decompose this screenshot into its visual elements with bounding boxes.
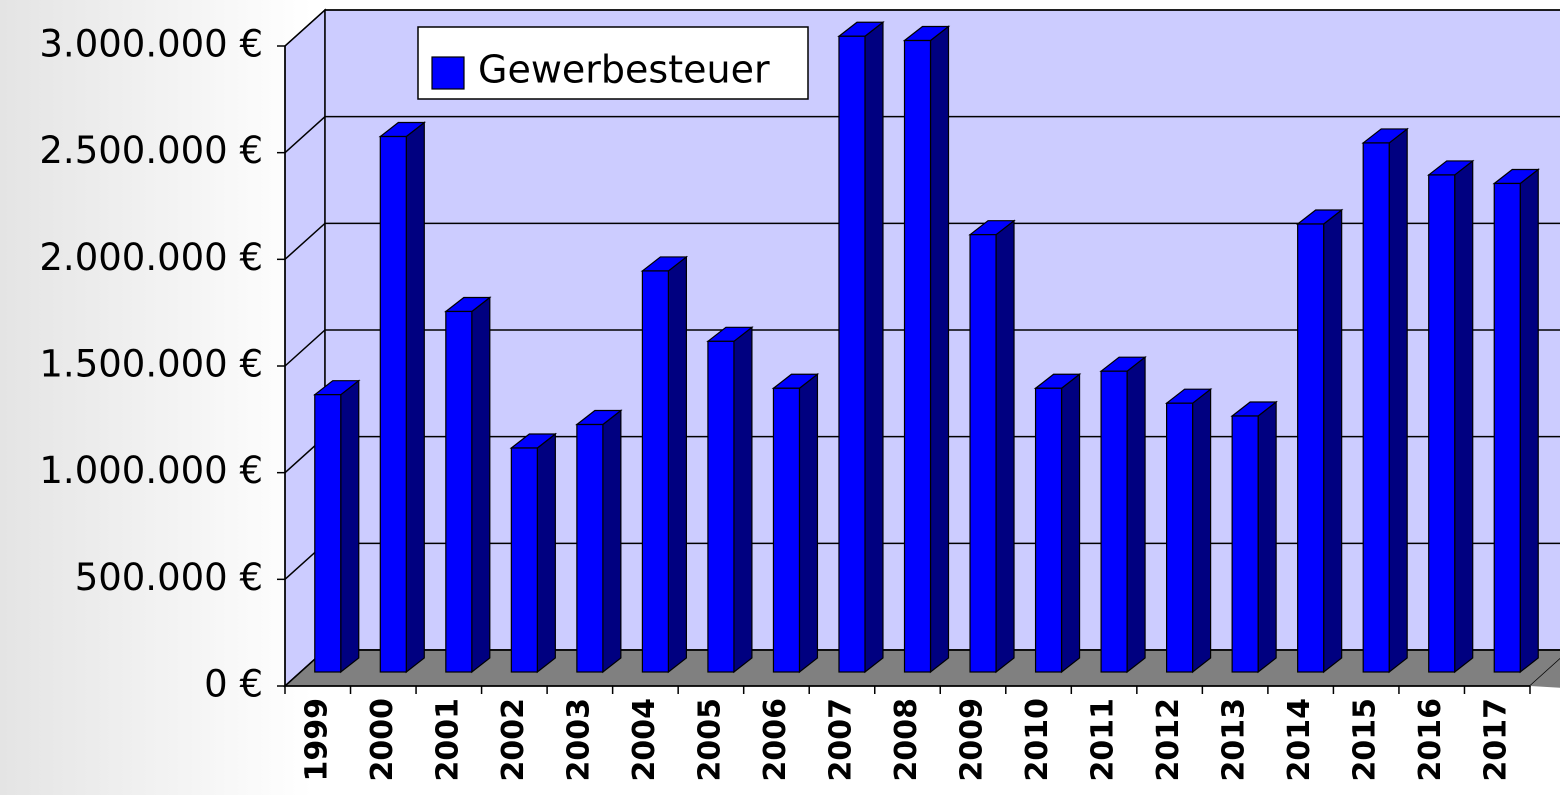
bar: [640, 255, 689, 674]
bar-front: [1362, 142, 1390, 673]
legend-box: [417, 26, 809, 100]
bar: [1295, 208, 1344, 674]
bar-front: [969, 234, 997, 673]
x-tick-label: 2001: [430, 698, 465, 782]
bar: [1164, 387, 1213, 674]
legend-swatch: [431, 56, 465, 90]
y-tick-label: 0 €: [204, 663, 263, 706]
grid-line: [284, 115, 1560, 154]
bar: [1033, 373, 1082, 674]
bar: [1426, 159, 1475, 674]
bar-front: [314, 394, 342, 673]
bar-side: [1388, 127, 1408, 674]
bar: [771, 373, 820, 674]
bar-front: [1231, 415, 1259, 673]
bar-side: [733, 326, 753, 674]
bar: [902, 25, 951, 674]
bar: [1230, 400, 1278, 674]
bar-side: [667, 255, 687, 674]
bar: [706, 326, 754, 674]
bar-side: [1519, 168, 1539, 674]
bar-front: [641, 270, 669, 673]
bar-side: [405, 121, 425, 674]
y-tick-label: 2.000.000 €: [39, 236, 263, 279]
x-tick-label: 1999: [299, 698, 334, 782]
grid-line: [284, 9, 1560, 47]
bar-side: [1257, 400, 1277, 674]
bar-side: [1126, 355, 1146, 674]
y-tick-label: 3.000.000 €: [39, 23, 263, 66]
bar-side: [1192, 387, 1212, 674]
x-tick-label: 2013: [1217, 698, 1252, 782]
bar-side: [340, 379, 360, 674]
bar: [968, 219, 1016, 674]
bar-front: [510, 447, 538, 673]
x-tick-label: 2011: [1086, 698, 1121, 782]
bar-side: [602, 409, 622, 674]
bar-front: [1166, 402, 1194, 673]
grid-line: [284, 222, 1560, 260]
bar-side: [929, 25, 950, 674]
bar-side: [864, 21, 884, 674]
bar-front: [1297, 223, 1325, 673]
bar-front: [576, 423, 604, 673]
bar: [1492, 168, 1540, 674]
y-tick-label: 1.000.000 €: [39, 449, 263, 492]
bar-front: [1428, 174, 1456, 673]
bar: [837, 21, 885, 674]
bar-front: [1034, 387, 1063, 673]
floor-front: [1530, 659, 1560, 688]
bar-front: [1100, 370, 1128, 673]
x-tick-label: 2014: [1282, 698, 1317, 782]
bar-front: [707, 340, 735, 673]
bar: [509, 432, 558, 674]
x-tick-label: 2015: [1348, 698, 1383, 782]
bar-side: [798, 373, 819, 674]
legend-label: Gewerbesteuer: [478, 48, 770, 92]
bar: [1361, 127, 1409, 674]
bar-side: [471, 296, 491, 674]
y-tick-label: 500.000 €: [75, 556, 263, 599]
bar: [575, 409, 623, 674]
bar-front: [903, 39, 932, 673]
bar-side: [1454, 159, 1474, 674]
bar: [444, 296, 492, 674]
x-tick-label: 2012: [1151, 698, 1186, 782]
x-tick-label: 2004: [627, 698, 662, 782]
bar-front: [379, 135, 407, 673]
x-tick-label: 2017: [1479, 698, 1514, 782]
x-tick-label: 2006: [758, 698, 793, 782]
x-tick-label: 2003: [561, 698, 596, 782]
bar: [378, 121, 427, 674]
bar-front: [445, 310, 473, 673]
bar-front: [1493, 182, 1521, 673]
bar: [313, 379, 361, 674]
y-tick-label: 2.500.000 €: [39, 129, 263, 172]
bar-side: [995, 219, 1015, 674]
bar-side: [1323, 208, 1343, 674]
x-tick-label: 2016: [1413, 698, 1448, 782]
y-tick-label: 1.500.000 €: [39, 343, 263, 386]
bar-front: [772, 387, 801, 673]
x-tick-label: 2010: [1020, 698, 1055, 782]
x-tick-label: 2009: [955, 698, 990, 782]
x-tick-label: 2005: [692, 698, 727, 782]
x-tick-label: 2008: [889, 698, 924, 782]
bar-side: [1060, 373, 1081, 674]
x-tick-label: 2002: [496, 698, 531, 782]
x-tick-label: 2000: [365, 698, 400, 782]
x-tick-label: 2007: [823, 698, 858, 782]
bar: [1099, 355, 1147, 674]
bar-side: [536, 432, 556, 674]
bar-front: [838, 35, 866, 673]
grid-line: [284, 329, 1560, 367]
